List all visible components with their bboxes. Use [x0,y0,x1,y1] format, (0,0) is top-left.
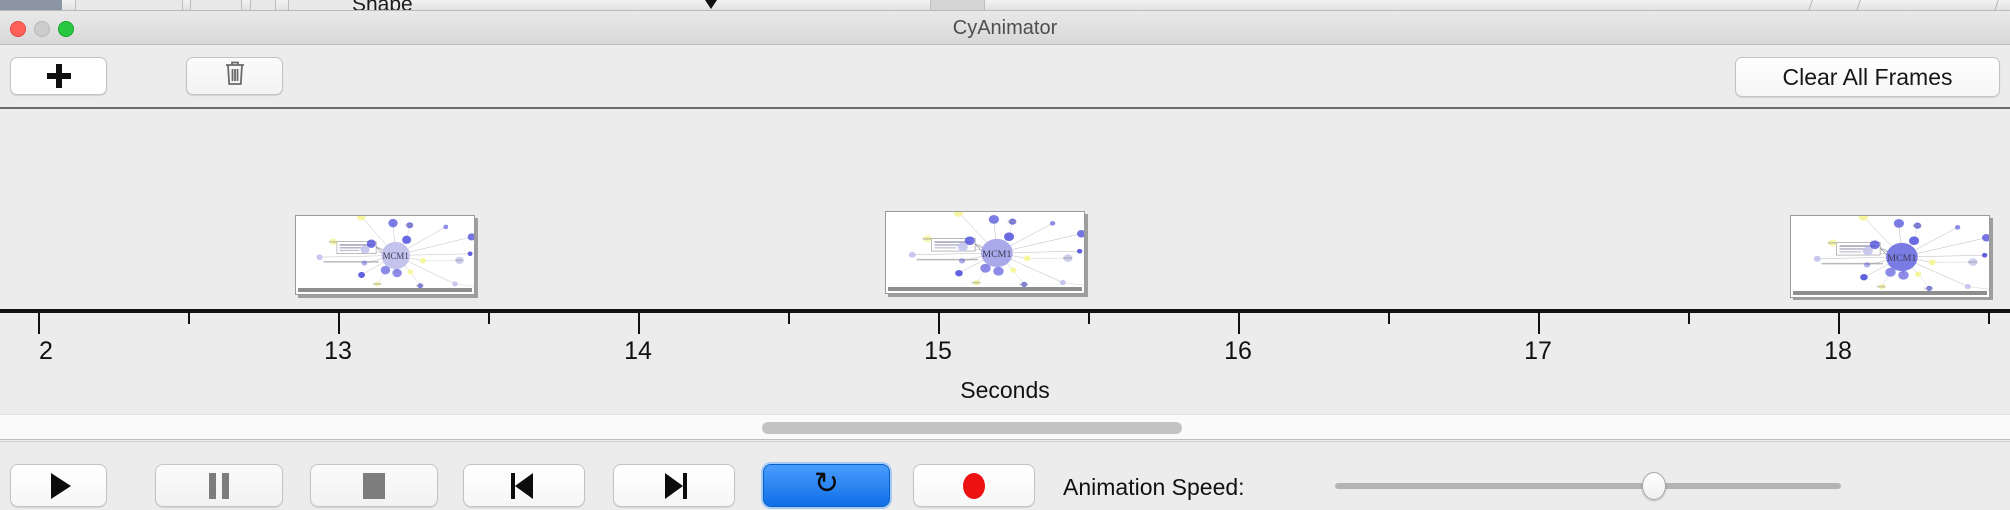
background-toolbar-chip-4 [288,0,380,10]
delete-frame-button[interactable] [186,57,283,95]
record-icon [963,472,985,499]
skip-backward-icon [511,472,537,499]
clear-all-frames-button[interactable]: Clear All Frames [1735,57,2000,97]
background-toolbar-chip-1 [75,0,183,10]
close-icon[interactable] [10,21,26,37]
plus-icon [46,64,71,88]
frame-baseline [298,288,472,292]
animation-speed-label: Animation Speed: [1063,474,1245,500]
background-window-slash-3 [1994,0,2008,10]
timeline-frame-thumbnail[interactable]: MCM1 [885,211,1085,294]
skip-forward-icon [661,472,687,499]
background-toolbar-chip-3 [250,0,276,10]
pause-button [155,464,283,507]
animation-speed-slider[interactable] [1335,472,1841,500]
ruler-minor-tick [1388,313,1390,324]
ruler-major-tick [1538,313,1540,334]
horizontal-scrollbar[interactable] [0,414,2010,440]
traffic-lights [10,21,74,37]
ruler-tick-label: 2 [39,337,53,365]
frame-baseline [888,287,1082,291]
toolbar-separator [0,107,2010,109]
ruler-minor-tick [1688,313,1690,324]
toolbar [0,45,2010,107]
timeline-ruler[interactable]: 2 13 14 15 16 17 18 Seconds [0,300,2010,405]
animation-speed-slider-thumb[interactable] [1641,472,1666,500]
frame-baseline [1793,291,1987,295]
ruler-major-tick [1238,313,1240,334]
ruler-major-tick [38,313,40,334]
ruler-minor-tick [188,313,190,324]
svg-text:MCM1: MCM1 [982,249,1011,260]
background-window-caret-icon [705,0,717,9]
stop-icon [363,472,385,499]
background-window-sliver: Shape [0,0,2010,11]
ruler-minor-tick [1988,313,1990,324]
ruler-minor-tick [488,313,490,324]
background-window-slash-1 [1808,0,1822,10]
loop-button[interactable]: ↻ [763,464,890,507]
clear-all-frames-label: Clear All Frames [1782,63,1953,90]
ruler-major-tick [638,313,640,334]
ruler-major-tick [1838,313,1840,334]
play-icon [50,472,71,499]
timeline-frame-thumbnail[interactable]: MCM1 [295,215,475,295]
svg-text:MCM1: MCM1 [1887,253,1916,264]
background-window-titlebar-chip [0,0,62,10]
titlebar: CyAnimator [0,11,2010,45]
ruler-tick-label: 14 [624,337,652,365]
record-button[interactable] [913,464,1035,507]
maximize-icon[interactable] [58,21,74,37]
background-window-label: Shape [352,0,413,10]
background-window-slash-2 [1856,0,1870,10]
timeline-track[interactable]: MCM1 MCM1 MCM1 [0,109,2010,309]
ruler-tick-label: 18 [1824,337,1852,365]
skip-to-start-button[interactable] [463,464,585,507]
ruler-major-tick [338,313,340,334]
scrollbar-thumb[interactable] [762,422,1182,434]
trash-icon [223,59,247,93]
ruler-tick-label: 15 [924,337,952,365]
ruler-tick-label: 17 [1524,337,1552,365]
background-toolbar-chip-2 [190,0,242,10]
loop-icon: ↻ [813,467,840,500]
background-toolbar-chip-5 [930,0,985,10]
ruler-minor-tick [1088,313,1090,324]
play-button[interactable] [10,464,107,507]
minimize-icon[interactable] [34,21,50,37]
pause-icon [209,472,229,499]
ruler-tick-label: 13 [324,337,352,365]
ruler-minor-tick [788,313,790,324]
page-title: CyAnimator [952,17,1058,39]
ruler-axis-title: Seconds [960,377,1050,403]
skip-to-end-button[interactable] [613,464,735,507]
timeline-frame-thumbnail[interactable]: MCM1 [1790,215,1990,298]
add-frame-button[interactable] [10,57,107,95]
ruler-axis-line [0,309,2010,313]
stop-button [310,464,438,507]
ruler-tick-label: 16 [1224,337,1252,365]
ruler-major-tick [938,313,940,334]
svg-text:MCM1: MCM1 [383,251,410,261]
